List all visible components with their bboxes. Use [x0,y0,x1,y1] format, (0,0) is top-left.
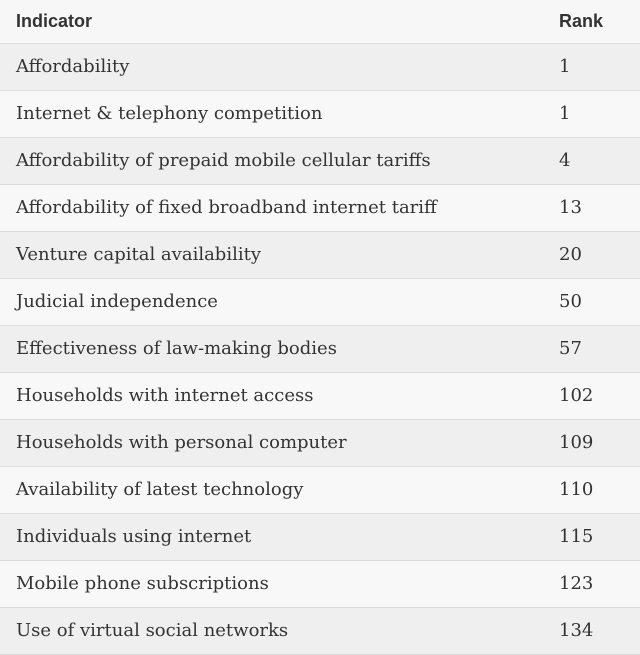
indicator-cell: Affordability of fixed broadband interne… [0,184,543,232]
indicator-cell: Use of virtual social networks [0,607,543,655]
indicator-cell: Effectiveness of law-making bodies [0,325,543,373]
header-cell: Indicator [0,0,543,44]
table-row: Judicial independence 50 [0,278,640,326]
table-row: Effectiveness of law-making bodies 57 [0,325,640,373]
table-row: Venture capital availability 20 [0,231,640,279]
rank-cell: 110 [543,466,640,514]
table-row: Mobile phone subscriptions 123 [0,560,640,608]
table-row: Use of virtual social networks 134 [0,607,640,655]
table-row: Households with personal computer 109 [0,419,640,467]
indicator-cell: Households with personal computer [0,419,543,467]
rank-cell: 1 [543,90,640,138]
table-row: Availability of latest technology 110 [0,466,640,514]
rank-cell: 20 [543,231,640,279]
table-body: Affordability 1 Internet & telephony compe… [0,43,640,655]
indicator-cell: Internet & telephony competition [0,90,543,138]
indicator-cell: Judicial independence [0,278,543,326]
indicator-cell: Venture capital availability [0,231,543,279]
rank-cell: 1 [543,43,640,91]
table-row: Affordability 1 [0,43,640,91]
indicator-cell: Availability of latest technology [0,466,543,514]
rank-cell: 123 [543,560,640,608]
rank-cell: 109 [543,419,640,467]
table-row: Households with internet access 102 [0,372,640,420]
table-head: Indicator Rank [0,0,640,44]
rank-cell: 102 [543,372,640,420]
rank-cell: 50 [543,278,640,326]
table-row: Affordability of prepaid mobile cellular… [0,137,640,185]
indicator-cell: Affordability [0,43,543,91]
rank-cell: 57 [543,325,640,373]
header-row: Indicator Rank [0,0,640,44]
table-row: Individuals using internet 115 [0,513,640,561]
table-row: Affordability of fixed broadband interne… [0,184,640,232]
indicator-cell: Mobile phone subscriptions [0,560,543,608]
rank-cell: 4 [543,137,640,185]
header-cell: Rank [543,0,640,44]
rank-cell: 115 [543,513,640,561]
indicator-cell: Households with internet access [0,372,543,420]
table-row: Internet & telephony competition 1 [0,90,640,138]
rank-cell: 13 [543,184,640,232]
indicator-cell: Individuals using internet [0,513,543,561]
indicator-cell: Affordability of prepaid mobile cellular… [0,137,543,185]
rank-cell: 134 [543,607,640,655]
